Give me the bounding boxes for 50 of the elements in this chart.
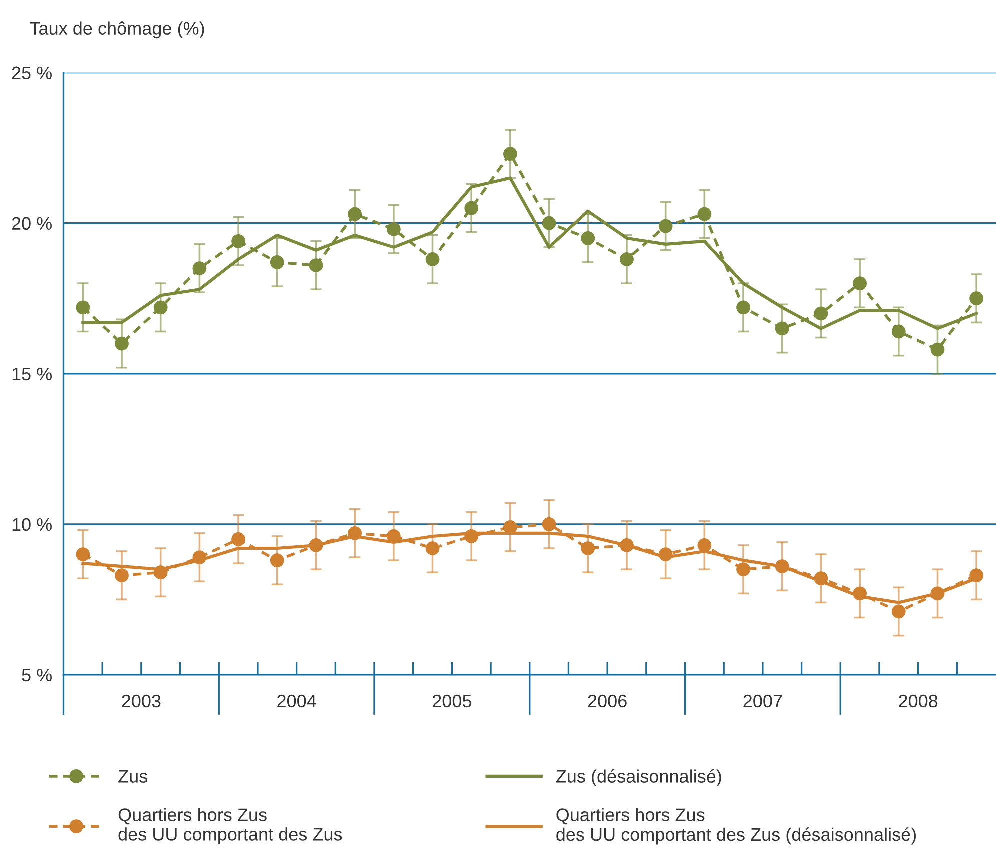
point [309, 258, 324, 272]
point [348, 207, 362, 222]
point [426, 252, 440, 266]
y-tick-label: 15 % [12, 368, 52, 381]
point [115, 336, 129, 351]
x-tick-label: 2004 [278, 694, 316, 708]
point [192, 262, 207, 276]
point [930, 342, 945, 357]
legend-label: Quartiers hors Zus des UU comportant des Zus (désaisonnalisé) [556, 808, 916, 845]
x-tick-label: 2005 [433, 694, 472, 708]
point [736, 562, 750, 577]
point [581, 542, 596, 556]
y-axis-title: Taux de chômage (%) [30, 22, 204, 39]
point [892, 604, 906, 619]
x-tick-label: 2006 [588, 694, 627, 708]
point [154, 300, 168, 315]
point [581, 231, 596, 246]
y-tick-label: 10 % [12, 518, 52, 532]
point [232, 532, 246, 546]
y-tick-label: 25 % [12, 66, 52, 80]
x-tick-label: 2007 [744, 694, 782, 708]
point [270, 256, 284, 270]
point [736, 300, 750, 315]
point [115, 568, 129, 583]
y-tick-label: 5 % [22, 668, 52, 682]
legend-label: Quartiers hors Zus des UU comportant des Zus [118, 808, 342, 844]
point [386, 222, 401, 236]
x-tick-label: 2003 [122, 694, 161, 708]
legend-label: Zus [118, 770, 148, 783]
y-tick-label: 20 % [12, 217, 52, 230]
point [698, 207, 712, 222]
point [76, 300, 90, 315]
point [658, 219, 673, 234]
point [620, 252, 634, 266]
point [542, 517, 556, 532]
point [504, 147, 518, 162]
legend-label: Zus (désaisonnalisé) [556, 769, 722, 787]
point [970, 292, 984, 306]
point [814, 306, 828, 321]
point [698, 538, 712, 552]
point [270, 554, 284, 568]
point [464, 201, 479, 216]
point [232, 234, 246, 248]
point [853, 276, 867, 291]
x-tick-label: 2008 [899, 694, 938, 708]
point [426, 542, 440, 556]
point [892, 324, 906, 339]
point [76, 548, 90, 562]
point [542, 216, 556, 230]
point [775, 322, 790, 336]
